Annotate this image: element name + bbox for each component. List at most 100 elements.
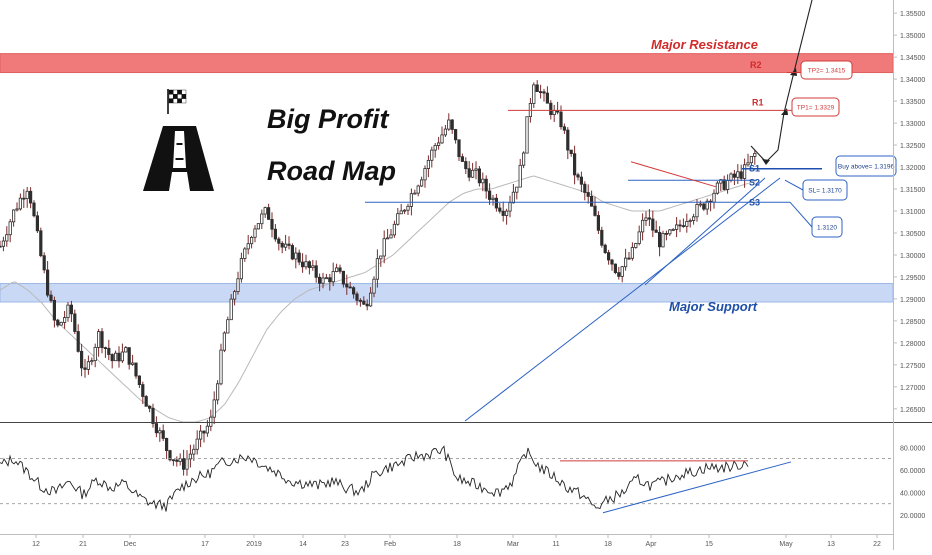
arrow-head [762,159,770,165]
flag-cell [168,94,174,99]
candle-body [647,217,652,220]
candle-body [651,218,655,231]
flag-cell [168,98,174,104]
price-tick-label: 1.27000 [900,385,925,392]
candle-body [80,350,84,369]
candle-body [504,210,509,216]
candle-body [127,347,131,365]
candle-body [511,191,516,204]
candle-body [144,396,148,407]
candle-body [253,228,257,238]
candle-body [698,203,703,206]
price-tick-label: 1.29000 [900,297,925,304]
candle-body [501,210,505,216]
candle-body [66,304,70,319]
time-tick-label: 13 [827,541,835,548]
candle-body [419,179,424,187]
candle-body [494,197,499,209]
sl-callout-text: SL= 1.3170 [808,188,842,195]
candle-body [239,258,243,280]
candle-body [719,179,723,184]
candle-body [209,416,213,427]
candle-body [746,162,750,166]
rsi-tick-label: 60.0000 [900,468,925,475]
candle-body [464,161,468,170]
candle-body [117,352,121,362]
minor-trendline [644,177,766,286]
candle-body [314,265,318,278]
candle-body [73,313,77,332]
candle-body [341,270,346,285]
candle-body [46,269,50,296]
candle-body [154,423,158,434]
candle-body [137,375,141,386]
arrow-head [781,108,788,115]
flag-cell [181,89,187,95]
candle-body [107,347,111,355]
time-tick-label: 15 [705,541,713,548]
level-label-r1: R1 [752,98,764,108]
candle-body [222,332,226,351]
candle-body [287,243,291,246]
time-tick-label: Feb [384,541,396,548]
candle-body [181,458,186,470]
projected-path-arrow [750,0,813,163]
candle-body [59,321,63,326]
price-tick-label: 1.32500 [900,143,925,150]
rsi-line [0,445,749,512]
candle-body [481,178,485,184]
candle-body [498,207,502,212]
candle-body [188,453,192,460]
price-tick-label: 1.28000 [900,341,925,348]
candle-body [368,292,373,307]
candle-body [545,92,550,104]
candle-body [256,223,261,230]
candle-body [406,205,410,211]
candle-body [280,242,284,248]
candle-body [266,207,271,220]
candle-body [331,271,335,283]
candle-body [515,186,519,193]
tp1-callout-box [791,97,840,117]
candle-body [552,110,556,115]
candle-body [484,178,488,192]
candle-body [413,192,417,195]
candle-body [134,362,138,377]
candle-body [317,276,322,284]
candle-body [586,192,590,197]
candle-body [579,176,584,185]
candle-body [93,346,97,361]
candle-body [739,171,743,179]
price-tick-label: 1.30000 [900,253,925,260]
candle-body [358,299,363,302]
candle-body [470,169,475,178]
candle-body [22,197,26,200]
candle-body [559,111,563,128]
candle-body [426,159,431,169]
candle-body [487,190,492,200]
candle-body [436,142,441,146]
candle-body [124,347,128,353]
tp1-callout-text: TP1= 1.3329 [797,105,835,112]
candle-body [382,238,386,257]
candle-body [375,258,380,280]
candle-body [525,116,529,154]
candle-body [634,243,638,248]
candle-body [226,319,230,334]
flag-cell [177,89,182,95]
candle-body [171,459,175,462]
candle-body [164,437,169,451]
chart-title-line-2: Road Map [267,156,397,186]
candle-body [351,287,356,295]
candle-body [681,225,686,228]
candle-body [549,102,553,115]
candle-body [362,300,366,305]
candle-body [460,156,465,162]
candle-body [90,360,94,363]
candle-body [355,293,359,301]
price-tick-label: 1.32000 [900,165,925,172]
price-tick-label: 1.34500 [900,55,925,62]
road-dash [175,158,184,160]
major-resistance-label: Major Resistance [651,37,758,52]
candle-body [215,383,220,401]
